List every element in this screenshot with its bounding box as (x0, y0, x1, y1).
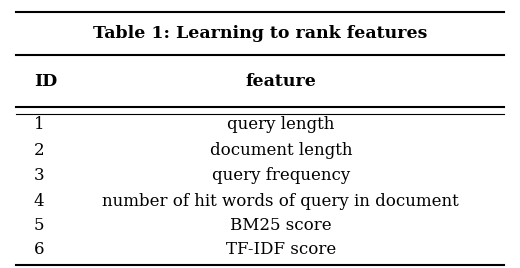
Text: 3: 3 (34, 167, 44, 184)
Text: ID: ID (34, 73, 57, 90)
Text: 5: 5 (34, 217, 44, 234)
Text: query frequency: query frequency (212, 167, 350, 184)
Text: 4: 4 (34, 192, 44, 210)
Text: 1: 1 (34, 116, 44, 133)
Text: 2: 2 (34, 142, 44, 159)
Text: feature: feature (245, 73, 316, 90)
Text: 6: 6 (34, 241, 44, 258)
Text: Table 1: Learning to rank features: Table 1: Learning to rank features (93, 25, 427, 42)
Text: TF-IDF score: TF-IDF score (226, 241, 336, 258)
Text: query length: query length (227, 116, 334, 133)
Text: number of hit words of query in document: number of hit words of query in document (102, 192, 459, 210)
Text: BM25 score: BM25 score (230, 217, 332, 234)
Text: document length: document length (210, 142, 352, 159)
